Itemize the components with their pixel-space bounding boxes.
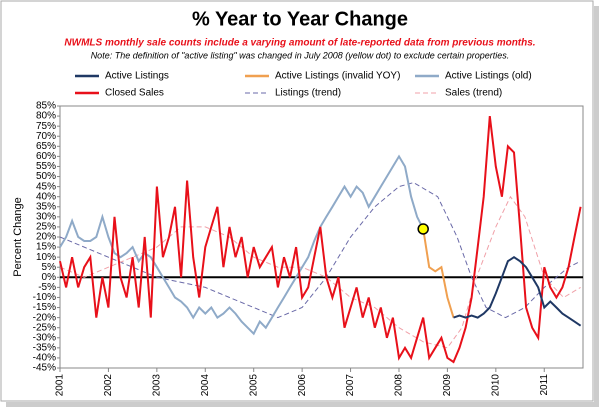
legend-label: Active Listings [105,71,169,82]
legend-label: Sales (trend) [445,88,502,99]
y-tick-label: 75% [36,121,56,132]
series-line [453,256,582,327]
y-axis-label: Percent Change [12,197,24,277]
y-tick-label: 20% [36,232,56,243]
y-tick-label: -30% [33,332,56,343]
x-tick-label: 2004 [200,374,211,397]
y-tick-label: -45% [33,363,56,374]
series-line [59,182,581,319]
series-line [59,195,581,349]
legend-label: Active Listings (invalid YOY) [275,71,400,82]
y-tick-label: 30% [36,211,56,222]
x-tick-label: 2003 [151,374,162,397]
y-tick-label: 85% [36,101,56,112]
legend-label: Active Listings (old) [445,71,532,82]
y-tick-label: 5% [42,262,57,273]
series-line [422,228,455,318]
chart-title: % Year to Year Change [192,8,408,30]
highlight-dot [417,223,429,235]
x-tick-label: 2008 [394,374,405,397]
x-tick-label: 2007 [345,374,356,397]
y-tick-label: -20% [33,312,56,323]
y-tick-label: -35% [33,342,56,353]
y-tick-label: 45% [36,181,56,192]
y-tick-label: 35% [36,201,56,212]
series-line [59,154,425,336]
y-tick-label: -10% [33,292,56,303]
y-tick-label: 50% [36,171,56,182]
y-tick-label: -15% [33,302,56,313]
y-tick-label: 80% [36,111,56,122]
y-tick-label: -40% [33,353,56,364]
subtitle: NWMLS monthly sale counts include a vary… [64,38,535,49]
x-tick-label: 2005 [248,374,259,397]
y-tick-label: 0% [42,272,57,283]
y-tick-label: 70% [36,131,56,142]
y-tick-label: 25% [36,222,56,233]
x-tick-label: 2006 [297,374,308,397]
x-tick-label: 2001 [55,374,66,397]
note: Note: The definition of "active listing"… [91,50,510,60]
legend-label: Listings (trend) [275,88,341,99]
y-tick-label: 40% [36,191,56,202]
y-tick-label: -25% [33,322,56,333]
y-tick-label: 10% [36,252,56,263]
y-tick-label: 55% [36,161,56,172]
series-line [59,115,582,364]
x-tick-label: 2010 [490,374,501,397]
y-tick-label: 65% [36,141,56,152]
x-tick-label: 2011 [539,374,550,396]
frame-shadow [6,402,599,407]
x-tick-label: 2002 [103,374,114,397]
y-tick-label: -5% [38,282,56,293]
x-tick-label: 2009 [442,374,453,397]
legend-label: Closed Sales [105,88,164,99]
y-tick-label: 60% [36,151,56,162]
y-tick-label: 15% [36,242,56,253]
frame-shadow [594,6,599,406]
